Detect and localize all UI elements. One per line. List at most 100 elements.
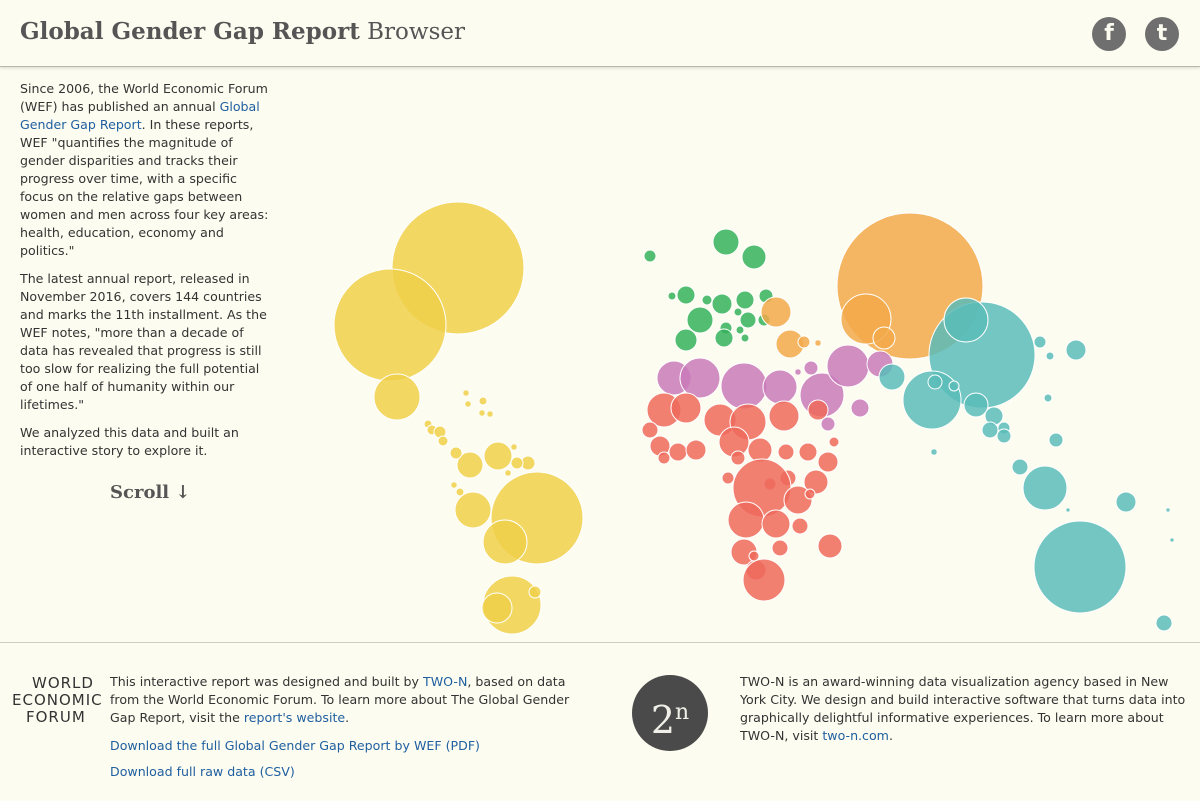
country-bubble-east_asia_pacific-4[interactable] [927, 374, 943, 390]
country-bubble-africa-22[interactable] [791, 517, 809, 535]
country-bubble-europe-14[interactable] [714, 328, 734, 348]
country-bubble-east_asia_pacific-16[interactable] [930, 448, 938, 456]
country-bubble-mena-5[interactable] [826, 344, 870, 388]
country-bubble-mena-9[interactable] [820, 416, 836, 432]
country-bubble-americas-2[interactable] [373, 373, 421, 421]
country-bubble-africa-29[interactable] [730, 450, 746, 466]
country-bubble-east_asia_pacific-3[interactable] [878, 363, 906, 391]
country-bubble-africa-4[interactable] [768, 400, 800, 432]
country-bubble-europe-2[interactable] [643, 249, 657, 263]
country-bubble-east_asia_pacific-18[interactable] [1022, 465, 1068, 511]
country-bubble-mena-1[interactable] [679, 357, 721, 399]
country-bubble-east_asia_pacific-22[interactable] [1165, 507, 1171, 513]
download-pdf-link[interactable]: Download the full Global Gender Gap Repo… [110, 738, 480, 753]
country-bubble-africa-15[interactable] [803, 469, 829, 495]
country-bubble-americas-14[interactable] [437, 435, 449, 447]
country-bubble-americas-19[interactable] [486, 410, 494, 418]
country-bubble-americas-23[interactable] [504, 469, 512, 477]
report-link[interactable]: Global Gender Gap Report [20, 99, 260, 132]
country-bubble-europe-4[interactable] [667, 291, 677, 301]
country-bubble-mena-10[interactable] [794, 368, 802, 376]
country-bubble-africa-33[interactable] [748, 550, 760, 562]
country-bubble-americas-26[interactable] [450, 481, 458, 489]
country-bubble-africa-9[interactable] [685, 439, 707, 461]
country-bubble-east_asia_pacific-10[interactable] [996, 428, 1012, 444]
country-bubble-europe-16[interactable] [735, 325, 745, 335]
country-bubble-east_asia_pacific-23[interactable] [1169, 537, 1175, 543]
country-bubble-africa-8[interactable] [668, 442, 688, 462]
country-bubble-africa-28[interactable] [721, 471, 735, 485]
country-bubble-americas-25[interactable] [455, 487, 465, 497]
country-bubble-americas-6[interactable] [456, 451, 484, 479]
country-bubble-africa-30[interactable] [657, 451, 671, 465]
country-bubble-europe-7[interactable] [735, 290, 755, 310]
country-bubble-americas-18[interactable] [478, 409, 486, 417]
two-n-site-link[interactable]: two-n.com [822, 728, 889, 743]
twitter-icon[interactable]: t [1145, 17, 1179, 51]
country-bubble-africa-12[interactable] [777, 443, 795, 461]
country-bubble-europe-12[interactable] [733, 307, 743, 317]
country-bubble-americas-17[interactable] [464, 400, 472, 408]
country-bubble-africa-11[interactable] [747, 437, 773, 463]
country-bubble-africa-21[interactable] [761, 509, 791, 539]
country-bubble-africa-31[interactable] [828, 436, 840, 448]
country-bubble-africa-27[interactable] [817, 533, 843, 559]
country-bubble-americas-24[interactable] [510, 443, 518, 451]
country-bubble-africa-1[interactable] [670, 392, 702, 424]
report-website-link[interactable]: report's website [243, 710, 346, 725]
country-bubble-east_asia_pacific-12[interactable] [1045, 351, 1055, 361]
country-bubble-europe-17[interactable] [740, 333, 750, 343]
country-bubble-east_asia_pacific-19[interactable] [1115, 491, 1137, 513]
country-bubble-africa-6[interactable] [641, 421, 659, 439]
country-bubble-south_asia-2[interactable] [872, 326, 896, 350]
country-bubble-americas-9[interactable] [481, 592, 513, 624]
country-bubble-americas-5[interactable] [454, 491, 492, 529]
country-bubble-europe-6[interactable] [711, 293, 733, 315]
scroll-prompt[interactable]: Scroll ↓ [110, 482, 191, 503]
country-bubble-east_asia_pacific-20[interactable] [1033, 520, 1127, 614]
country-bubble-americas-15[interactable] [449, 446, 463, 460]
country-bubble-east_asia_pacific-6[interactable] [963, 392, 989, 418]
country-bubble-africa-26[interactable] [771, 539, 789, 557]
country-bubble-south_asia-6[interactable] [814, 339, 822, 347]
country-bubble-mena-2[interactable] [720, 362, 768, 410]
country-bubble-east_asia_pacific-2[interactable] [943, 297, 989, 343]
country-bubble-europe-0[interactable] [712, 228, 740, 256]
country-bubble-africa-5[interactable] [807, 399, 829, 421]
country-bubble-europe-13[interactable] [674, 328, 698, 352]
country-bubble-americas-4[interactable] [482, 519, 528, 565]
country-bubble-east_asia_pacific-11[interactable] [1033, 335, 1047, 349]
country-bubble-east_asia_pacific-1[interactable] [902, 370, 962, 430]
country-bubble-mena-8[interactable] [803, 360, 819, 376]
country-bubble-europe-5[interactable] [701, 294, 713, 306]
country-bubble-mena-3[interactable] [762, 369, 798, 405]
country-bubble-americas-10[interactable] [528, 585, 542, 599]
country-bubble-east_asia_pacific-13[interactable] [1065, 339, 1087, 361]
country-bubble-africa-25[interactable] [742, 558, 786, 602]
country-bubble-europe-11[interactable] [739, 311, 757, 329]
country-bubble-africa-13[interactable] [798, 442, 818, 462]
country-bubble-americas-20[interactable] [478, 396, 488, 406]
country-bubble-africa-32[interactable] [804, 488, 816, 500]
country-bubble-east_asia_pacific-5[interactable] [948, 380, 960, 392]
bubble-world-map[interactable] [0, 0, 1200, 642]
country-bubble-east_asia_pacific-24[interactable] [1065, 507, 1071, 513]
country-bubble-east_asia_pacific-21[interactable] [1155, 614, 1173, 632]
country-bubble-americas-7[interactable] [483, 441, 513, 471]
country-bubble-americas-1[interactable] [333, 268, 447, 382]
country-bubble-east_asia_pacific-15[interactable] [1048, 432, 1064, 448]
country-bubble-south_asia-3[interactable] [760, 296, 792, 328]
country-bubble-europe-1[interactable] [741, 244, 767, 270]
country-bubble-mena-7[interactable] [850, 398, 870, 418]
download-csv-link[interactable]: Download full raw data (CSV) [110, 764, 295, 779]
country-bubble-americas-16[interactable] [462, 389, 470, 397]
country-bubble-africa-14[interactable] [817, 451, 839, 473]
country-bubble-east_asia_pacific-8[interactable] [981, 421, 999, 439]
country-bubble-south_asia-5[interactable] [797, 335, 811, 349]
country-bubble-east_asia_pacific-17[interactable] [1011, 458, 1029, 476]
country-bubble-east_asia_pacific-14[interactable] [1043, 393, 1053, 403]
two-n-link[interactable]: TWO-N [423, 674, 468, 689]
country-bubble-americas-22[interactable] [510, 456, 524, 470]
facebook-icon[interactable]: f [1092, 17, 1126, 51]
country-bubble-africa-20[interactable] [727, 501, 765, 539]
